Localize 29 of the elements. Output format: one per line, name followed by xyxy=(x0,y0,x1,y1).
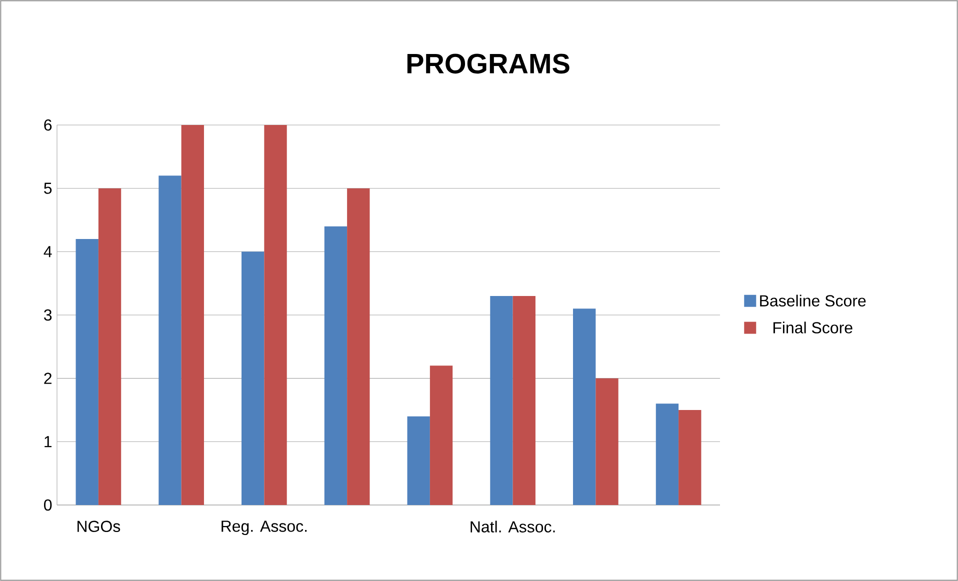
bar xyxy=(512,296,536,505)
x-tick-label: NGOs xyxy=(78,520,120,532)
y-tick-label: 4 xyxy=(44,246,52,258)
bar xyxy=(490,296,513,505)
bar xyxy=(596,378,618,505)
x-tick-label: Natl. Assoc. xyxy=(470,520,555,532)
chart-title: PROGRAMS xyxy=(407,54,570,74)
bar xyxy=(98,188,122,505)
bar xyxy=(407,416,430,505)
y-tick-label: 6 xyxy=(44,119,52,131)
bar xyxy=(324,226,348,505)
bar xyxy=(181,124,204,505)
bar xyxy=(264,124,287,505)
bar xyxy=(678,410,702,505)
bar xyxy=(573,308,596,505)
bar xyxy=(242,252,264,505)
bar xyxy=(430,366,453,505)
y-tick-label: 0 xyxy=(44,499,52,511)
bar xyxy=(76,238,98,505)
bar xyxy=(347,188,370,505)
legend-label: Baseline Score xyxy=(760,294,866,306)
y-tick-label: 5 xyxy=(44,182,52,194)
y-tick-label: 3 xyxy=(44,309,52,321)
y-tick-label: 1 xyxy=(44,436,52,448)
legend-label: Final Score xyxy=(773,322,852,334)
bar xyxy=(656,404,679,505)
y-tick-label: 2 xyxy=(44,372,52,384)
bar xyxy=(158,176,182,505)
x-tick-label: Reg. Assoc. xyxy=(222,520,307,536)
